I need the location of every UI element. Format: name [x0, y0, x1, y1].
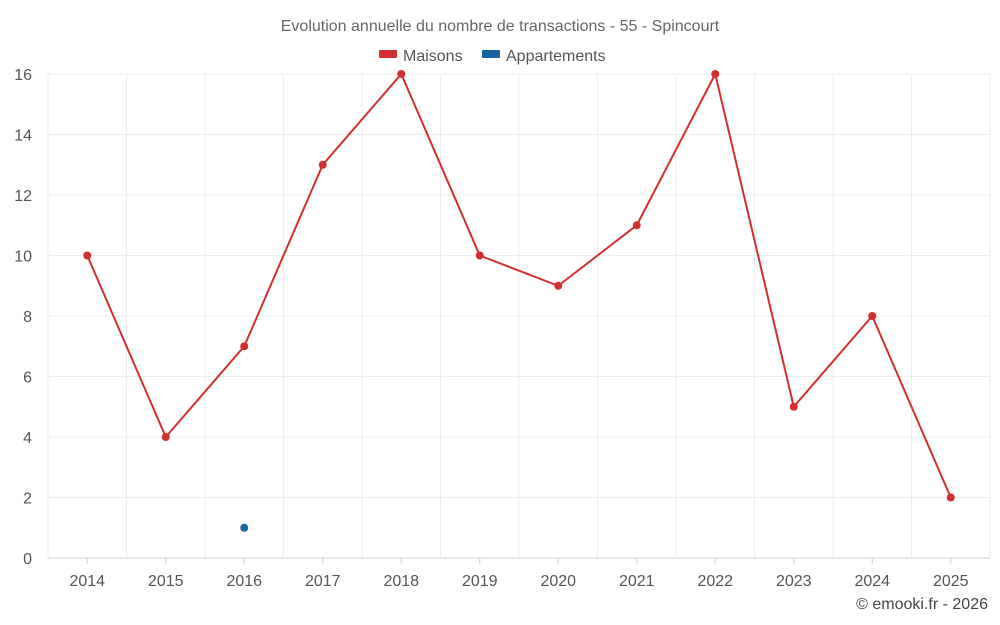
axes: 0 2 4 6 8 10 12 14 16 2014 2015 2016 2017 2018 2019 202…: [14, 67, 990, 590]
y-tick-label: 14: [14, 128, 32, 145]
x-tick-label: 2014: [69, 573, 105, 590]
chart-title: Evolution annuelle du nombre de transact…: [281, 18, 720, 35]
x-tick-label: 2021: [619, 573, 655, 590]
data-point-maisons[interactable]: Maisons 2018: 16: [397, 70, 406, 78]
x-tick-label: 2018: [383, 573, 419, 590]
legend-item-appartements[interactable]: Appartements: [482, 48, 606, 65]
legend-item-maisons[interactable]: Maisons: [379, 48, 463, 65]
y-tick-label: 10: [14, 249, 32, 266]
legend-swatch-maisons: [379, 50, 397, 58]
data-point-maisons[interactable]: Maisons 2023: 5: [789, 402, 798, 411]
grid: [47, 73, 991, 558]
series-line-maisons: [86, 73, 952, 498]
x-tick-label: 2016: [226, 573, 262, 590]
y-tick-label: 2: [23, 491, 32, 508]
data-point-maisons[interactable]: Maisons 2016: 7: [240, 342, 249, 351]
y-tick-label: 0: [23, 551, 32, 568]
data-point-maisons[interactable]: Maisons 2019: 10: [475, 251, 484, 260]
y-tick-label: 12: [14, 188, 32, 205]
legend-label-maisons: Maisons: [403, 48, 463, 65]
y-tick-label: 8: [23, 309, 32, 326]
x-tick-label: 2019: [462, 573, 498, 590]
data-point-maisons[interactable]: Maisons 2021: 11: [632, 221, 641, 230]
data-point-maisons[interactable]: Maisons 2024: 8: [868, 312, 877, 320]
x-tick-label: 2015: [148, 573, 184, 590]
x-tick-label: 2020: [540, 573, 576, 590]
legend-swatch-appartements: [482, 50, 500, 58]
x-tick-label: 2024: [854, 573, 890, 590]
x-tick-label: 2023: [776, 573, 812, 590]
x-tick-label: 2022: [697, 573, 733, 590]
data-point-maisons[interactable]: Maisons 2014: 10: [83, 251, 92, 260]
legend: Maisons Appartements: [379, 48, 606, 65]
y-tick-label: 4: [23, 430, 32, 447]
x-tick-label: 2025: [933, 573, 969, 590]
x-tick-label: 2017: [305, 573, 341, 590]
series: Maisons 2014: 10 Maisons 2015: 4 Maisons 2…: [83, 70, 955, 532]
y-tick-label: 6: [23, 370, 32, 387]
data-point-maisons[interactable]: Maisons 2020: 9: [554, 281, 563, 290]
legend-label-appartements: Appartements: [506, 48, 606, 65]
data-point-maisons[interactable]: Maisons 2017: 13: [318, 160, 327, 169]
y-tick-label: 16: [14, 67, 32, 84]
data-point-maisons[interactable]: Maisons 2022: 16: [711, 70, 720, 78]
data-point-maisons[interactable]: Maisons 2025: 2: [946, 493, 955, 502]
data-point-maisons[interactable]: Maisons 2015: 4: [161, 433, 170, 441]
credit-text: © emooki.fr - 2026: [856, 596, 988, 613]
data-point-appartements[interactable]: Appartements 2016: 1: [240, 523, 249, 532]
